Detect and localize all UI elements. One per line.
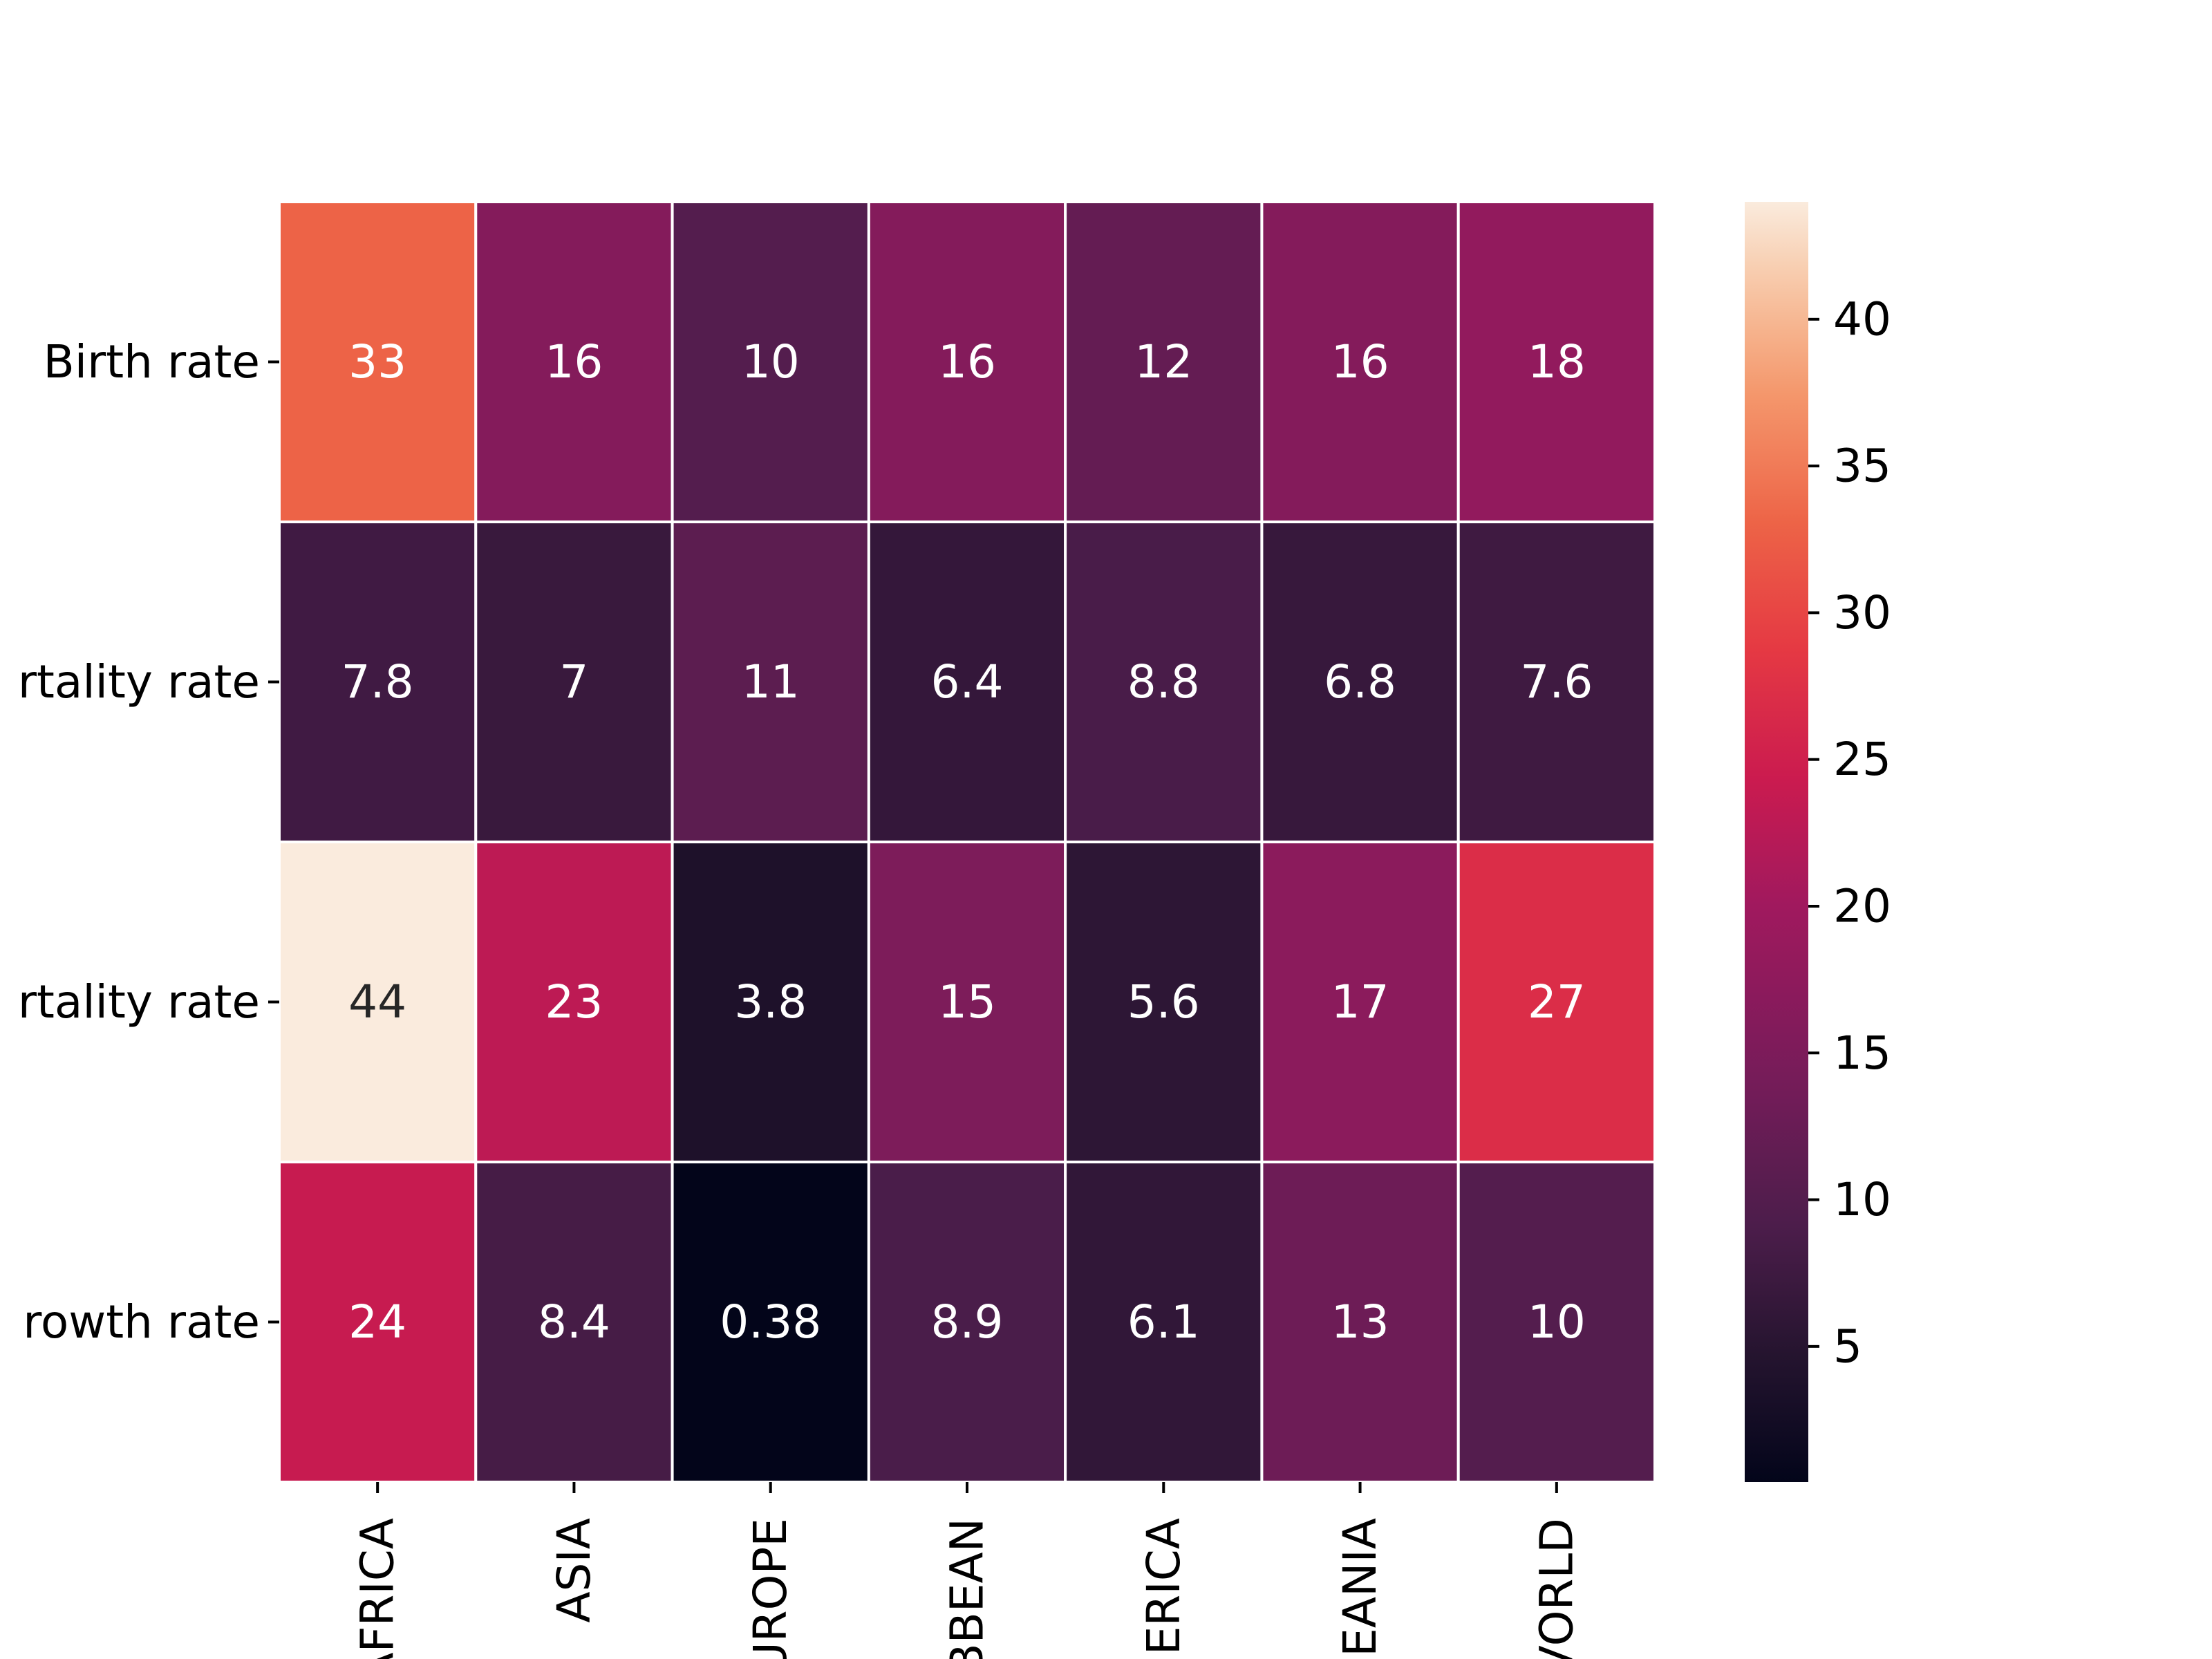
x-tick-label: UROPE [744, 1518, 797, 1659]
y-tick-label: rtality rate [18, 655, 260, 709]
y-tick-label: rtality rate [18, 975, 260, 1029]
cell-value-label: 15 [938, 975, 996, 1029]
x-tick-label: ERICA [1137, 1518, 1190, 1655]
heatmap-cell [671, 521, 870, 843]
heatmap-cell [1064, 521, 1264, 843]
heatmap-cell [1064, 1161, 1264, 1483]
cell-value-label: 17 [1331, 975, 1389, 1029]
cell-value-label: 18 [1528, 335, 1586, 388]
x-tick-label: EANIA [1333, 1518, 1387, 1657]
cell-value-label: 7.6 [1520, 655, 1593, 709]
cell-value-label: 13 [1331, 1295, 1389, 1349]
colorbar-tick-label: 30 [1833, 586, 1891, 639]
cell-value-label: 7 [559, 655, 588, 709]
heatmap-cell [867, 200, 1067, 523]
cell-value-label: 16 [545, 335, 603, 388]
cell-value-label: 8.9 [931, 1295, 1004, 1349]
cell-value-label: 11 [742, 655, 800, 709]
colorbar-tick-label: 15 [1833, 1027, 1891, 1080]
colorbar-tick-label: 5 [1833, 1320, 1862, 1373]
cell-value-label: 5.6 [1127, 975, 1200, 1029]
cell-value-label: 27 [1528, 975, 1586, 1029]
heatmap-cells: 33 16 10 16 12 16 18 7.8 7 11 6.4 8.8 6.8 7.6 44 23 3.8 1… [278, 200, 1657, 1483]
x-tick-label: ASIA [547, 1518, 601, 1623]
heatmap-cell [278, 841, 478, 1163]
cell-value-label: 7.8 [341, 655, 414, 709]
colorbar-tick-label: 35 [1833, 440, 1891, 493]
colorbar-gradient [1745, 202, 1808, 1482]
y-tick-label: rowth rate [23, 1295, 260, 1349]
cell-value-label: 6.4 [931, 655, 1004, 709]
heatmap-cell [278, 200, 478, 523]
heatmap-cell [867, 841, 1067, 1163]
heatmap-cell [1456, 841, 1657, 1163]
heatmap-cell [474, 200, 674, 523]
cell-value-label: 24 [348, 1295, 406, 1349]
cell-value-label: 8.4 [538, 1295, 610, 1349]
heatmap-cell [671, 1161, 870, 1483]
x-tick-label: BBEAN [941, 1518, 994, 1659]
cell-value-label: 16 [1331, 335, 1389, 388]
cell-value-label: 3.8 [734, 975, 807, 1029]
heatmap-cell [278, 1161, 478, 1483]
cell-value-label: 0.38 [720, 1295, 821, 1349]
colorbar-tick-label: 20 [1833, 879, 1891, 932]
cell-value-label: 6.1 [1127, 1295, 1200, 1349]
cell-value-label: 8.8 [1127, 655, 1200, 709]
cell-value-label: 16 [938, 335, 996, 388]
colorbar: 5 10 15 20 25 30 35 40 [1745, 202, 1891, 1482]
heatmap-cell [474, 1161, 674, 1483]
heatmap-cell [474, 521, 674, 843]
heatmap-cell [1260, 521, 1460, 843]
colorbar-tick-label: 40 [1833, 292, 1891, 346]
cell-value-label: 12 [1134, 335, 1192, 388]
y-axis-tick-labels: Birth rate rtality rate rtality rate rowth … [18, 335, 279, 1349]
heatmap-cell [671, 200, 870, 523]
heatmap-cell [1456, 200, 1657, 523]
y-tick-label: Birth rate [44, 335, 261, 388]
colorbar-tick-label: 10 [1833, 1173, 1891, 1226]
cell-value-label: 23 [545, 975, 603, 1029]
cell-value-label: 10 [1528, 1295, 1586, 1349]
heatmap-cell [867, 1161, 1067, 1483]
cell-value-label: 44 [348, 975, 406, 1029]
heatmap-cell [474, 841, 674, 1163]
colorbar-tick-label: 25 [1833, 733, 1891, 786]
x-tick-label: AFRICA [351, 1518, 404, 1659]
cell-value-label: 33 [348, 335, 406, 388]
heatmap-cell [1064, 841, 1264, 1163]
heatmap-cell [1260, 841, 1460, 1163]
x-axis-tick-labels: AFRICA ASIA UROPE BBEAN ERICA EANIA VORLD [351, 1482, 1583, 1659]
heatmap-cell [1456, 521, 1657, 843]
x-tick-label: VORLD [1530, 1518, 1583, 1659]
heatmap-cell [1456, 1161, 1657, 1483]
cell-value-label: 6.8 [1324, 655, 1396, 709]
cell-value-label: 10 [742, 335, 800, 388]
heatmap-cell [671, 841, 870, 1163]
